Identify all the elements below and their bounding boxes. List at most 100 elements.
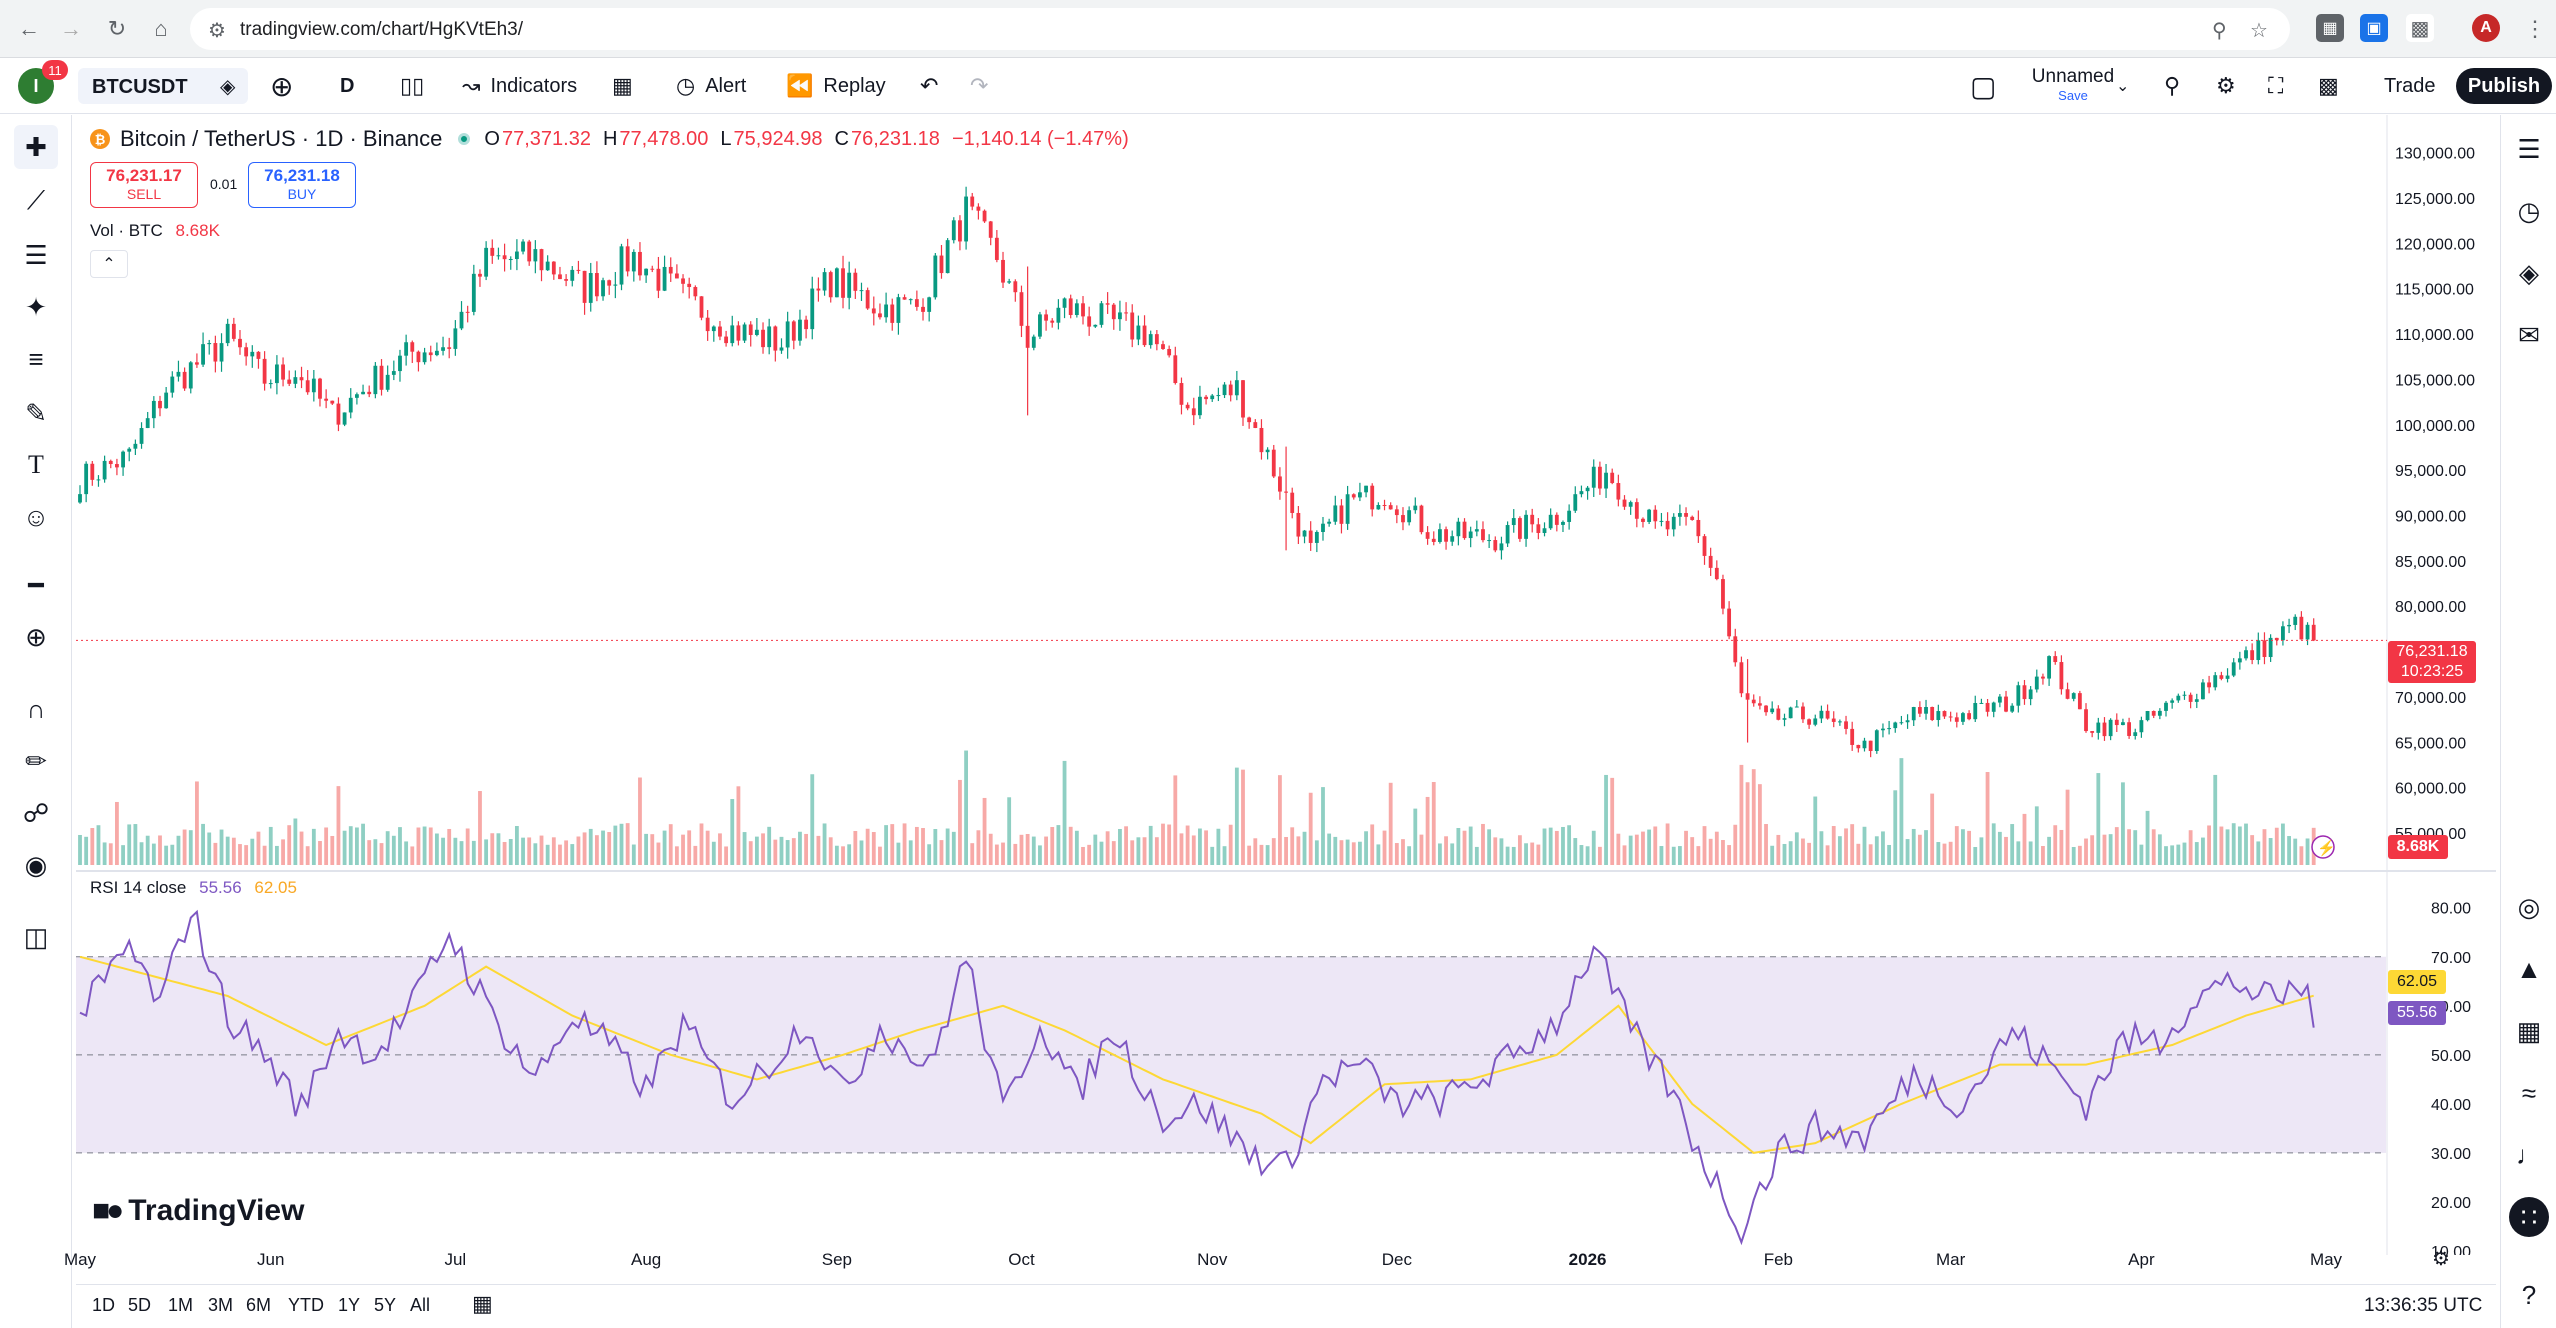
bell-icon[interactable]: ♩: [2516, 1139, 2542, 1170]
emoji-icon[interactable]: ☺: [22, 501, 50, 532]
brush-icon[interactable]: ✎: [25, 397, 47, 428]
candle-body: [238, 338, 242, 348]
candle-body: [1284, 491, 1288, 493]
alert-button[interactable]: ◷ Alert: [676, 58, 746, 114]
fullscreen-icon[interactable]: ⛶: [2268, 73, 2284, 98]
volume-legend[interactable]: Vol · BTC 8.68K: [90, 221, 220, 241]
candle-body: [139, 428, 144, 444]
tradingview-logo[interactable]: ■● TradingView: [92, 1194, 304, 1228]
last-price-tag: 76,231.18 10:23:25: [2388, 641, 2476, 683]
back-icon[interactable]: ←: [18, 16, 40, 41]
publish-button[interactable]: Publish: [2456, 68, 2552, 104]
forward-icon[interactable]: →: [60, 16, 82, 41]
lock-icon[interactable]: ☍: [22, 797, 50, 828]
ruler-icon[interactable]: ━: [28, 569, 44, 600]
alerts-clock-icon[interactable]: ◷: [2517, 195, 2541, 226]
broadcast-icon[interactable]: ≈: [2521, 1077, 2537, 1108]
volume-bar: [1161, 823, 1165, 865]
layout-name[interactable]: Unnamed Save: [2018, 66, 2128, 103]
bookmark-star-icon[interactable]: ☆: [2250, 20, 2268, 42]
camera-icon[interactable]: ▩: [2318, 73, 2339, 98]
time-zone-clock[interactable]: 13:36:35 UTC: [2364, 1295, 2483, 1316]
symbol-search[interactable]: BTCUSDT ◈: [78, 68, 248, 104]
goto-date-icon[interactable]: ▦: [472, 1291, 493, 1316]
target-icon[interactable]: ◎: [2517, 891, 2541, 922]
chart-canvas[interactable]: 130,000.00 125,000.00 120,000.00 115,000.00…: [76, 115, 2496, 1265]
candle-body: [1271, 449, 1276, 477]
range-all[interactable]: All: [410, 1295, 431, 1315]
candle-body: [2077, 693, 2082, 710]
volume-bar: [1345, 839, 1350, 865]
zoom-in-icon[interactable]: ⊕: [25, 621, 47, 652]
chart-pane[interactable]: 130,000.00 125,000.00 120,000.00 115,000.00…: [76, 115, 2496, 1265]
chevron-down-icon[interactable]: ⌄: [2116, 78, 2130, 95]
layouts-grid-icon[interactable]: ▦: [612, 73, 633, 98]
undo-icon[interactable]: ↶: [920, 73, 939, 98]
collapse-legend-button[interactable]: ⌃: [90, 250, 128, 278]
diamond-icon[interactable]: ◈: [220, 76, 236, 98]
crosshair-icon[interactable]: ✚: [14, 125, 58, 169]
sell-button[interactable]: 76,231.17 SELL: [90, 162, 198, 208]
extension-icon[interactable]: ▣: [2360, 14, 2388, 42]
volume-bar: [1321, 787, 1325, 865]
trade-button[interactable]: Trade: [2384, 74, 2436, 97]
layers-icon[interactable]: ◈: [2519, 257, 2539, 288]
magnet-icon[interactable]: ∩: [26, 693, 46, 724]
candle-body: [1764, 705, 1768, 713]
interval-button[interactable]: D: [340, 74, 355, 97]
quick-search-icon[interactable]: ⚲: [2164, 73, 2181, 98]
redo-icon[interactable]: ↷: [970, 73, 989, 98]
candle-body: [2201, 682, 2205, 700]
range-5y[interactable]: 5Y: [374, 1295, 397, 1315]
menu-dots-icon[interactable]: ⋮: [2524, 16, 2546, 41]
layout-checkbox-icon[interactable]: ▢: [1970, 70, 1997, 102]
replay-button[interactable]: ⏪ Replay: [786, 58, 886, 114]
volume-bar: [644, 833, 649, 865]
open-label: O: [484, 127, 500, 150]
volume-bar: [582, 832, 587, 865]
extension-icon[interactable]: ▦: [2316, 14, 2344, 42]
indicators-button[interactable]: ↝ Indicators: [462, 58, 577, 114]
range-5d[interactable]: 5D: [128, 1295, 152, 1315]
range-6m[interactable]: 6M: [246, 1295, 272, 1315]
lock-pencil-icon[interactable]: ✏: [25, 745, 47, 776]
pattern-icon[interactable]: ✦: [25, 291, 47, 322]
calendar-icon[interactable]: ▦: [2516, 1015, 2542, 1046]
range-ytd[interactable]: YTD: [288, 1295, 324, 1315]
ideas-icon[interactable]: ▲: [2516, 953, 2542, 984]
trend-line-icon[interactable]: ⟋: [26, 185, 46, 215]
range-1d[interactable]: 1D: [92, 1295, 116, 1315]
address-bar[interactable]: ⚙ tradingview.com/chart/HgKVtEh3/ ⚲ ☆: [190, 8, 2290, 50]
candle-body: [1327, 521, 1332, 524]
fib-tool-icon[interactable]: ≡: [28, 343, 44, 374]
compare-plus-icon[interactable]: ⊕: [270, 70, 294, 102]
puzzle-icon[interactable]: ▩: [2406, 14, 2434, 42]
rsi-legend[interactable]: RSI 14 close 55.56 62.05: [90, 878, 297, 898]
candle-body: [976, 206, 981, 211]
range-1y[interactable]: 1Y: [338, 1295, 361, 1315]
volume-bar: [625, 823, 630, 865]
buy-button[interactable]: 76,231.18 BUY: [248, 162, 356, 208]
eye-icon[interactable]: ◉: [24, 849, 48, 880]
trash-icon[interactable]: ◫: [23, 921, 49, 952]
chart-type-candles-icon[interactable]: ▯▯: [400, 73, 425, 98]
axis-settings-icon[interactable]: ⚙: [2432, 1248, 2450, 1270]
change-value: −1,140.14 (−1.47%): [951, 127, 1129, 150]
range-1m[interactable]: 1M: [168, 1295, 194, 1315]
site-info-icon[interactable]: ⚙: [208, 20, 226, 42]
settings-gear-icon[interactable]: ⚙: [2216, 73, 2236, 98]
horizontal-lines-icon[interactable]: ☰: [24, 239, 48, 270]
lightning-icon[interactable]: [2311, 835, 2335, 859]
reload-icon[interactable]: ↻: [107, 16, 127, 41]
chat-icon[interactable]: ✉: [2518, 319, 2540, 350]
watchlist-icon[interactable]: ☰: [2517, 133, 2541, 164]
help-icon[interactable]: ?: [2521, 1279, 2537, 1310]
range-3m[interactable]: 3M: [208, 1295, 234, 1315]
zoom-icon[interactable]: ⚲: [2212, 20, 2227, 42]
apps-grid-icon[interactable]: ∷: [2509, 1197, 2549, 1237]
profile-avatar[interactable]: A: [2472, 14, 2500, 42]
candle-body: [1204, 396, 1208, 400]
home-icon[interactable]: ⌂: [154, 16, 168, 41]
volume-bar: [1696, 846, 1701, 865]
text-tool-icon[interactable]: T: [28, 450, 44, 479]
